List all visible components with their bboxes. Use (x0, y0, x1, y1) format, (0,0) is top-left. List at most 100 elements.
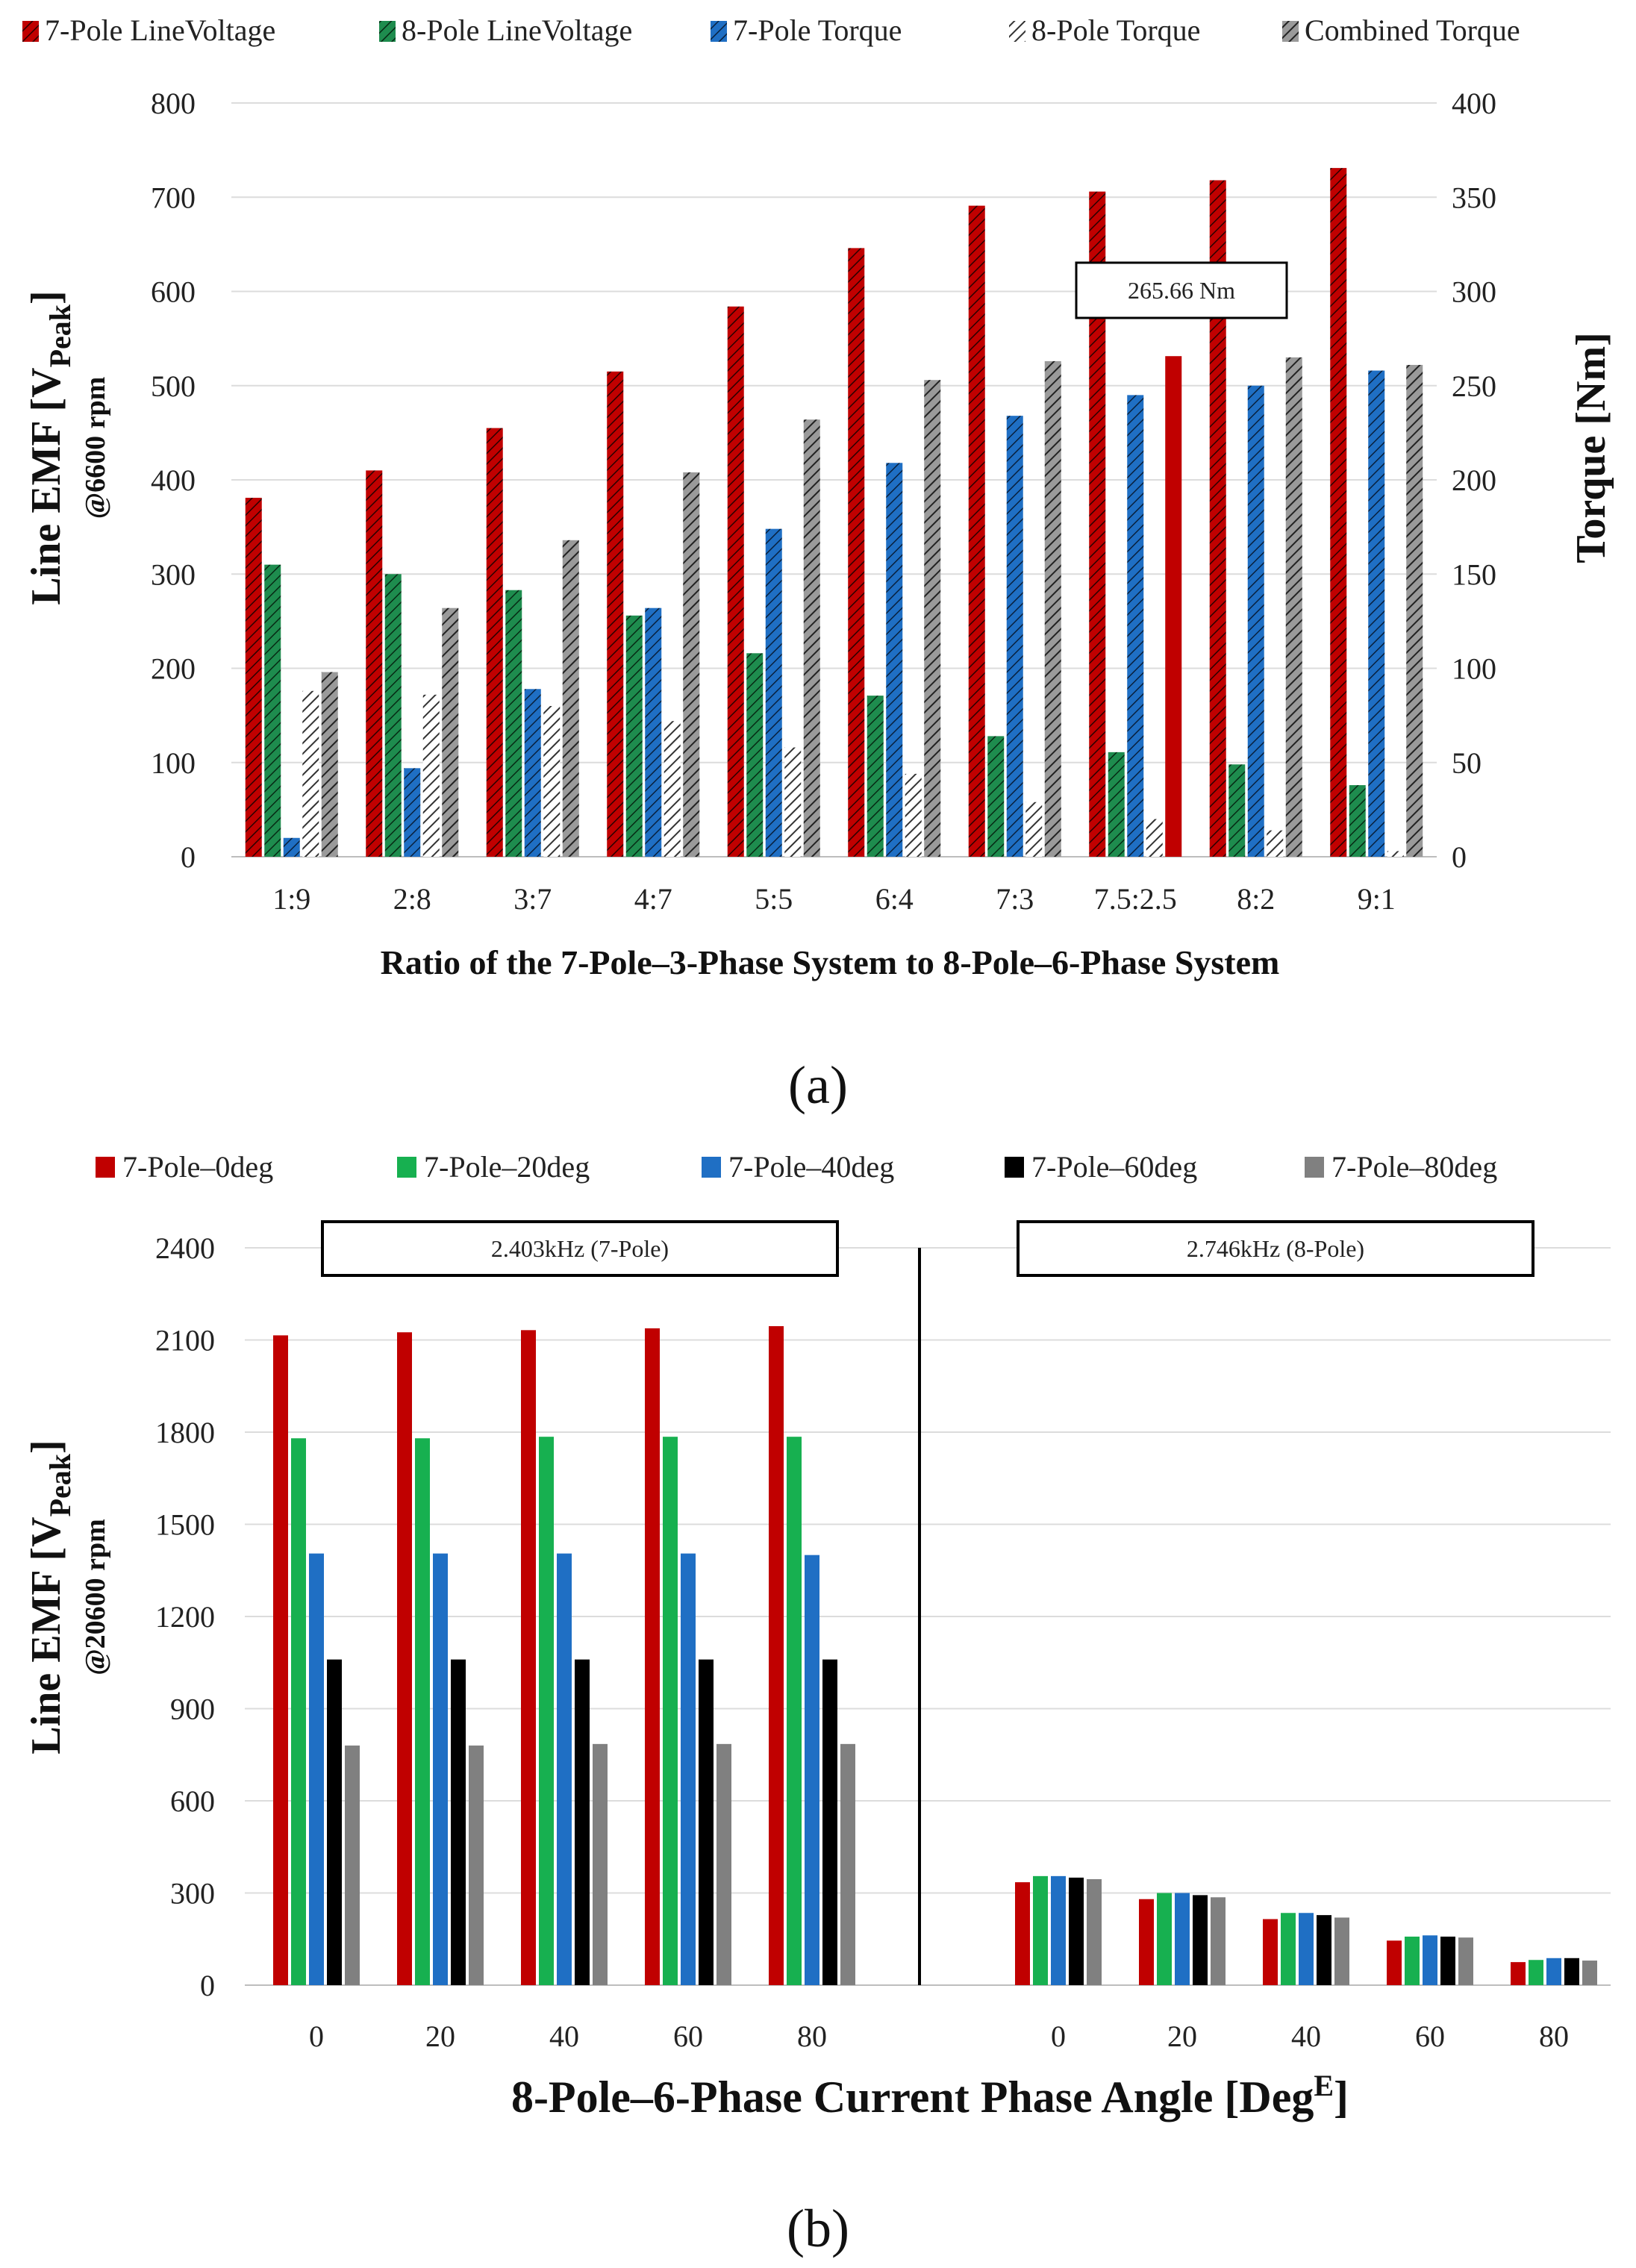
bar-8-pole-linevoltage-1-9 (264, 564, 281, 857)
panel-a-bars (245, 168, 1423, 857)
bar-7-pole-20deg-g2-40 (1281, 1913, 1296, 1985)
panel-b-group-label-2: 2.746kHz (8-Pole) (1017, 1220, 1534, 1277)
panel-b-y-axis-title: Line EMF [VPeak] @20600 rpm (23, 1440, 111, 1754)
panel-a-ticks: 0 100 200 300 400 500 600 700 800 0 50 100 150 200 250… (151, 87, 1496, 916)
bar-7-pole-40deg-g1-40 (557, 1553, 572, 1985)
panel-a-chart: 7-Pole LineVoltage 8-Pole LineVoltage 7-Po… (22, 13, 1614, 1115)
bar-7-pole-80deg-g1-60 (716, 1743, 731, 1985)
panel-b-group-label-1: 2.403kHz (7-Pole) (321, 1220, 839, 1277)
bar-combined-torque-9-1 (1406, 364, 1423, 857)
bar-7-pole-torque-3-7 (524, 689, 541, 857)
x-tick-label: 2:8 (393, 882, 431, 916)
bar-7-pole-0deg-g1-80 (769, 1325, 784, 1985)
panel-b-x-axis-title: 8-Pole–6-Phase Current Phase Angle [DegE… (511, 2069, 1349, 2122)
legend-label-8-pole-linevoltage: 8-Pole LineVoltage (402, 13, 632, 47)
bar-7-pole-linevoltage-7-3 (968, 205, 985, 857)
bar-7-pole-80deg-g1-80 (840, 1743, 855, 1985)
bar-7-pole-torque-7-5-2-5 (1127, 395, 1144, 857)
bar-7-pole-0deg-g1-0 (273, 1335, 288, 1985)
bar-7-pole-torque-6-4 (886, 463, 903, 857)
bar-7-pole-linevoltage-8-2 (1209, 180, 1226, 857)
y2-tick-label: 150 (1452, 557, 1496, 591)
bar-7-pole-torque-1-9 (283, 837, 300, 857)
bar-7-pole-40deg-g2-80 (1546, 1958, 1561, 1985)
bar-7-pole-60deg-g2-60 (1440, 1936, 1455, 1985)
annotation-label: 265.66 Nm (1128, 277, 1235, 304)
bar-8-pole-torque-2-8 (422, 694, 440, 857)
panel-b-xlabel-close: ] (1334, 2072, 1349, 2122)
x-tick-label: 1:9 (272, 882, 310, 916)
legend-label-7-pole-0deg: 7-Pole–0deg (122, 1150, 273, 1184)
bar-7-pole-60deg-g2-0 (1069, 1877, 1084, 1985)
panel-a-label: (a) (788, 1055, 848, 1115)
bar-7-pole-80deg-g2-20 (1211, 1897, 1226, 1985)
legend-label-7-pole-20deg: 7-Pole–20deg (424, 1150, 590, 1184)
panel-b-ylabel-sub: Peak (43, 1453, 77, 1516)
bar-8-pole-linevoltage-3-7 (505, 590, 522, 857)
bar-8-pole-torque-8-2 (1267, 830, 1284, 857)
bar-7-pole-40deg-g2-20 (1175, 1893, 1190, 1985)
y-tick-label: 200 (151, 652, 196, 686)
annotation-box (1075, 261, 1288, 319)
bar-7-pole-torque-5-5 (765, 528, 782, 857)
y2-tick-label: 50 (1452, 746, 1482, 780)
bar-8-pole-torque-7-5-2-5 (1146, 819, 1163, 857)
group-box-8-pole (1017, 1220, 1534, 1277)
bar-combined-torque-2-8 (442, 607, 459, 857)
panel-b-ticks: 0 300 600 900 1200 1500 1800 2100 2400 0 20 40 60 80 0… (155, 1231, 1569, 2053)
legend-swatch-7-pole-torque (711, 21, 727, 42)
bar-combined-torque-3-7 (562, 540, 579, 857)
bar-8-pole-linevoltage-6-4 (867, 696, 884, 857)
legend-label-7-pole-torque: 7-Pole Torque (733, 13, 902, 47)
panel-a-ylabel2: @6600 rpm (80, 377, 111, 519)
y2-tick-label: 200 (1452, 463, 1496, 497)
y2-tick-label: 300 (1452, 275, 1496, 309)
x-tick-label: 80 (797, 2019, 827, 2053)
legend-swatch-7-pole-80deg (1305, 1157, 1324, 1178)
bar-7-pole-80deg-g2-60 (1458, 1937, 1473, 1985)
group-label-7-pole: 2.403kHz (7-Pole) (491, 1235, 669, 1262)
bar-7-pole-60deg-g1-60 (699, 1659, 714, 1985)
panel-b-ylabel-close: ] (23, 1440, 69, 1454)
bar-8-pole-torque-7-3 (1025, 802, 1043, 857)
bar-7-pole-linevoltage-3-7 (486, 428, 503, 857)
bar-7-pole-80deg-g1-0 (345, 1745, 360, 1985)
svg-text:Line EMF [VPeak]: Line EMF [VPeak] (23, 1440, 77, 1754)
legend-swatch-7-pole-linevoltage (22, 21, 39, 42)
x-tick-label: 60 (1415, 2019, 1445, 2053)
bar-8-pole-torque-3-7 (543, 706, 561, 857)
bar-7-pole-linevoltage-9-1 (1330, 168, 1347, 857)
bar-7-pole-20deg-g2-60 (1405, 1936, 1420, 1985)
bar-7-pole-60deg-g2-20 (1193, 1895, 1208, 1985)
bar-7-pole-40deg-g2-60 (1423, 1935, 1437, 1985)
bar-7-pole-torque-8-2 (1247, 385, 1264, 857)
x-tick-label: 0 (309, 2019, 324, 2053)
y-tick-label: 100 (151, 746, 196, 780)
bar-7-pole-torque-4-7 (645, 607, 662, 857)
bar-combined-torque-7-5-2-5 (1165, 356, 1182, 857)
y-tick-label: 1500 (155, 1508, 215, 1542)
x-tick-label: 5:5 (755, 882, 793, 916)
y2-tick-label: 0 (1452, 840, 1467, 874)
legend-swatch-8-pole-linevoltage (379, 21, 396, 42)
bar-7-pole-60deg-g1-40 (575, 1659, 590, 1985)
panel-a-y2-axis-title: Torque [Nm] (1568, 332, 1614, 563)
bar-7-pole-torque-7-3 (1006, 416, 1023, 857)
y-tick-label: 0 (200, 1969, 215, 2002)
legend-label-combined-torque: Combined Torque (1305, 13, 1520, 47)
bar-7-pole-80deg-g2-0 (1087, 1878, 1102, 1985)
y-tick-label: 1200 (155, 1600, 215, 1634)
bar-7-pole-linevoltage-2-8 (366, 470, 383, 857)
panel-a-ylabel-close: ] (23, 290, 69, 304)
y-tick-label: 2100 (155, 1324, 215, 1358)
bar-7-pole-20deg-g1-0 (291, 1438, 306, 1985)
bar-combined-torque-1-9 (321, 672, 338, 857)
legend-label-8-pole-torque: 8-Pole Torque (1031, 13, 1200, 47)
y-tick-label: 300 (151, 557, 196, 591)
panel-a-annotation: 265.66 Nm (1075, 261, 1288, 319)
bar-7-pole-40deg-g1-80 (805, 1555, 819, 1985)
bar-7-pole-torque-9-1 (1368, 370, 1385, 857)
bar-7-pole-linevoltage-7-5-2-5 (1089, 191, 1106, 857)
y2-tick-label: 100 (1452, 652, 1496, 686)
